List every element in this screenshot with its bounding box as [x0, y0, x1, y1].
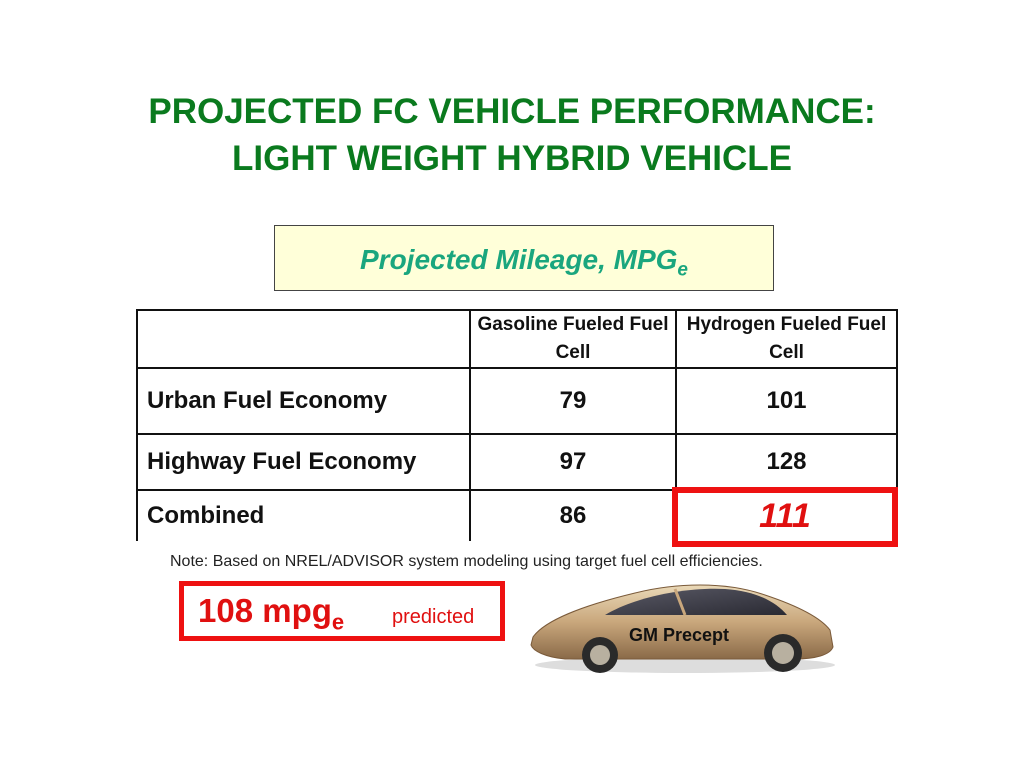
predicted-mpg-number: 108 mpg: [198, 592, 332, 629]
predicted-mpg-box: 108 mpge predicted: [179, 581, 505, 641]
table-header-row: Gasoline Fueled Fuel Cell Hydrogen Fuele…: [136, 309, 898, 369]
predicted-label: predicted: [392, 606, 475, 628]
projected-mileage-heading: Projected Mileage, MPGe: [360, 244, 688, 282]
predicted-mpg-subscript: e: [331, 609, 345, 635]
footnote: Note: Based on NREL/ADVISOR system model…: [170, 553, 763, 570]
row-label-highway: Highway Fuel Economy: [136, 433, 471, 491]
cell-combined-gasoline: 86: [469, 489, 677, 541]
car-image: [530, 584, 835, 673]
table-header-hydrogen: Hydrogen Fueled Fuel Cell: [675, 309, 898, 369]
table-header-empty: [136, 309, 471, 369]
cell-urban-gasoline: 79: [469, 367, 677, 435]
combined-hydrogen-value: 111: [759, 497, 811, 535]
cell-urban-hydrogen: 101: [675, 367, 898, 435]
cell-highway-gasoline: 97: [469, 433, 677, 491]
table-row: Urban Fuel Economy 79 101: [136, 367, 898, 435]
projected-mileage-subscript: e: [677, 259, 688, 281]
car-label: GM Precept: [629, 625, 730, 645]
row-label-combined: Combined: [136, 489, 471, 541]
row-label-urban: Urban Fuel Economy: [136, 367, 471, 435]
projected-mileage-text: Projected Mileage, MPG: [360, 244, 678, 275]
page-title-line-1: PROJECTED FC VEHICLE PERFORMANCE:: [148, 92, 876, 131]
page-title: PROJECTED FC VEHICLE PERFORMANCE: LIGHT …: [0, 88, 1024, 182]
predicted-mpg-value: 108 mpge: [198, 592, 344, 636]
mileage-table: Gasoline Fueled Fuel Cell Hydrogen Fuele…: [136, 309, 898, 541]
table-row: Highway Fuel Economy 97 128: [136, 433, 898, 491]
table-header-gasoline: Gasoline Fueled Fuel Cell: [469, 309, 677, 369]
cell-highway-hydrogen: 128: [675, 433, 898, 491]
projected-mileage-box: Projected Mileage, MPGe: [274, 225, 774, 291]
combined-hydrogen-highlight: 111: [672, 487, 898, 547]
page-title-line-2: LIGHT WEIGHT HYBRID VEHICLE: [232, 139, 792, 178]
